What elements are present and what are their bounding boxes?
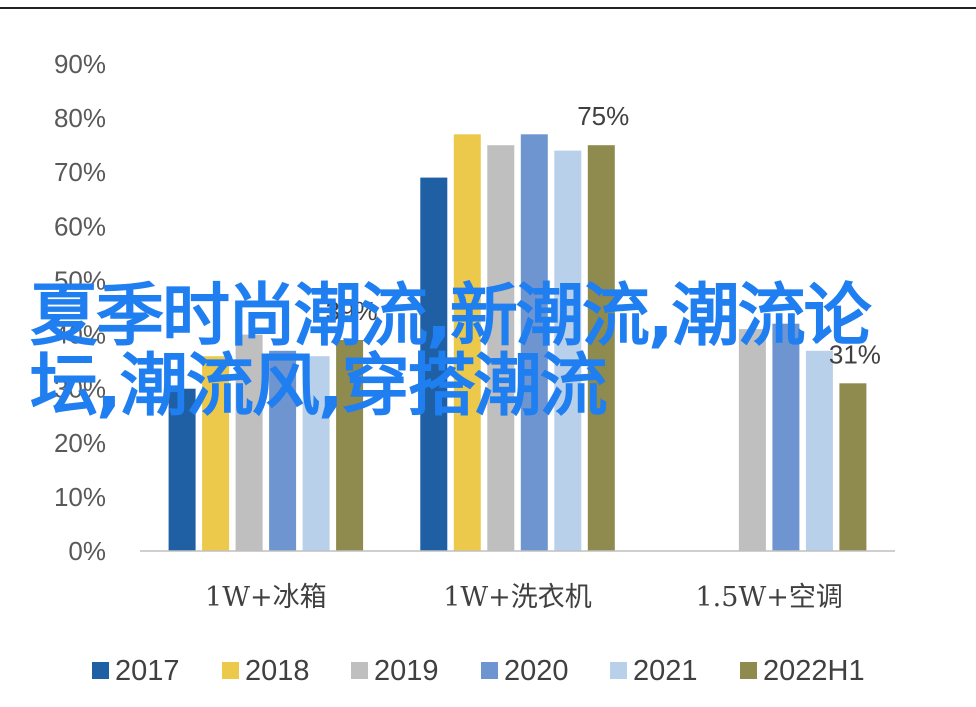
legend-label: 2017: [115, 655, 180, 687]
bar-2022H1: [336, 340, 364, 551]
y-tick-label: 80%: [54, 103, 106, 133]
x-tick-label: 1W+冰箱: [205, 582, 327, 613]
y-tick-label: 0%: [68, 536, 106, 566]
legend-label: 2019: [374, 655, 439, 687]
bar-2020: [269, 350, 297, 551]
x-tick-label: 1W+洗衣机: [443, 582, 592, 613]
legend-swatch-2020: [481, 662, 498, 679]
legend-label: 2018: [245, 655, 310, 687]
bar-2019: [235, 334, 263, 551]
bar-2019: [487, 145, 515, 551]
top-border-line: [0, 7, 976, 9]
y-tick-label: 70%: [54, 157, 106, 187]
y-tick-label: 60%: [54, 211, 106, 241]
legend-label: 2022H1: [763, 655, 865, 687]
y-tick-label: 50%: [54, 265, 106, 295]
data-label: 31%: [829, 339, 881, 369]
y-tick-label: 40%: [54, 320, 106, 350]
data-label: 39%: [326, 296, 378, 326]
bar-2022H1: [839, 383, 867, 551]
legend-label: 2020: [504, 655, 569, 687]
legend-swatch-2018: [222, 662, 239, 679]
legend-swatch-2021: [610, 662, 627, 679]
legend-swatch-2022H1: [740, 662, 757, 679]
bar-2017: [168, 388, 196, 551]
bar-2020: [520, 134, 548, 552]
bar-2019: [738, 329, 766, 551]
bar-2018: [453, 134, 481, 552]
bar-2022H1: [587, 145, 615, 551]
y-tick-label: 30%: [54, 374, 106, 404]
legend-label: 2021: [633, 655, 698, 687]
bar-2021: [554, 150, 582, 551]
data-label: 75%: [577, 101, 629, 131]
y-tick-label: 20%: [54, 428, 106, 458]
bar-2020: [772, 323, 800, 551]
bar-2018: [202, 356, 230, 551]
y-tick-label: 90%: [54, 49, 106, 79]
legend-swatch-2019: [351, 662, 368, 679]
y-tick-label: 10%: [54, 482, 106, 512]
bar-2017: [420, 177, 448, 551]
bar-2021: [302, 356, 330, 551]
legend-swatch-2017: [92, 662, 109, 679]
bar-2021: [805, 350, 833, 551]
x-tick-label: 1.5W+空调: [696, 582, 843, 613]
